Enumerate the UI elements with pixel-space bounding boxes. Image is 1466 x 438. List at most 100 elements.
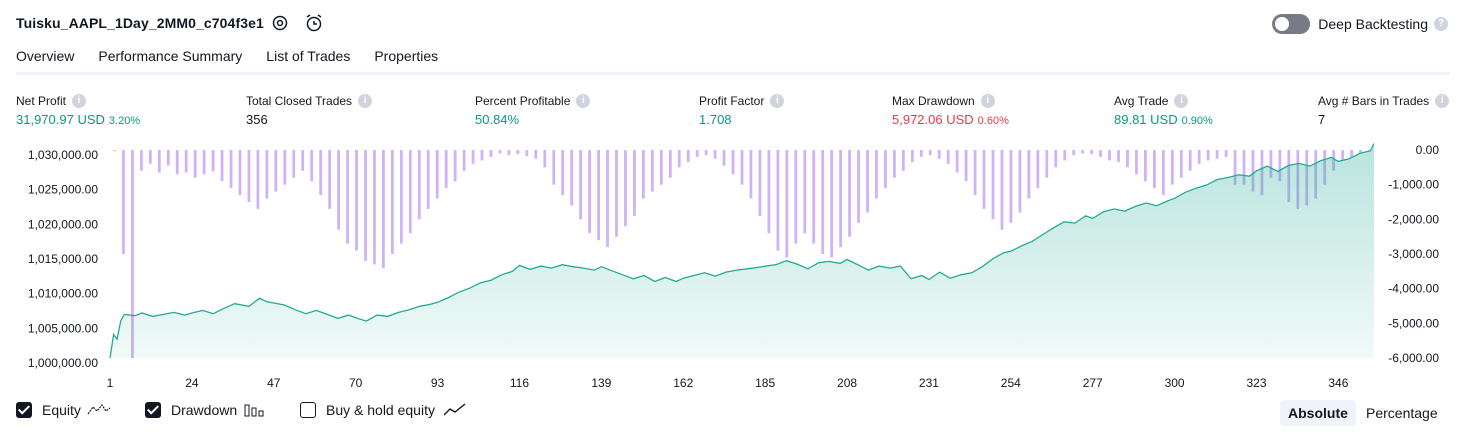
drawdown-bar [695,150,699,157]
legend-drawdown[interactable]: Drawdown [145,402,265,418]
deep-backtesting-label: Deep Backtesting [1318,16,1428,32]
help-icon[interactable]: i [1435,94,1450,108]
drawdown-bar [1206,150,1210,161]
drawdown-bar [866,150,869,213]
drawdown-bar [964,150,968,182]
metric-max-drawdown: Max Drawdown i 5,972.06 USD 0.60% [892,94,1009,127]
drawdown-bar [713,150,717,159]
drawdown-bar [462,150,466,171]
drawdown-bar [722,150,726,166]
y-left-tick-label: 1,015,000.00 [28,252,98,266]
alarm-clock-plus-icon[interactable] [304,13,324,33]
help-icon[interactable]: i [358,94,373,108]
equity-checkbox[interactable] [16,402,32,418]
max-drawdown-value: 5,972.06 USD [892,112,974,127]
y-right-tick-label: -4,000.00 [1388,282,1439,296]
drawdown-bar [283,150,287,185]
drawdown-bar [346,150,349,244]
legend-equity[interactable]: Equity [16,402,111,418]
drawdown-bar [364,150,367,261]
x-tick-label: 1 [107,376,114,390]
drawdown-bar [1188,150,1192,171]
metric-total-closed-trades: Total Closed Trades i 356 [246,94,373,127]
drawdown-bar [184,150,188,173]
drawdown-bar [830,150,834,258]
drawdown-bar [686,150,690,163]
toggle-knob [1275,17,1290,31]
drawdown-bar [543,150,547,168]
help-icon[interactable]: ? [1434,17,1448,31]
drawdown-bar [1036,150,1040,189]
drawdown-checkbox[interactable] [145,402,161,418]
help-icon[interactable]: i [770,94,785,108]
help-icon[interactable]: i [980,94,995,108]
metric-profit-factor: Profit Factor i 1.708 [699,94,785,127]
metric-label: Avg # Bars in Trades [1318,94,1430,108]
drawdown-bar [776,150,780,251]
drawdown-bar [166,150,170,166]
x-tick-label: 185 [755,376,775,390]
tab-overview[interactable]: Overview [16,48,75,75]
drawdown-bar [1144,150,1147,182]
drawdown-bar [426,150,430,209]
drawdown-bar [821,150,825,254]
drawdown-bar [677,150,681,168]
drawdown-bar [1179,150,1183,178]
drawdown-bar [139,150,143,171]
drawdown-bar [570,150,574,206]
strategy-title: Tuisku_AAPL_1Day_2MM0_c704f3e1 [16,15,264,31]
drawdown-bar [1009,150,1013,223]
drawdown-bar [444,150,448,189]
y-left-tick-label: 1,005,000.00 [28,321,98,335]
percent-profitable-value: 50.84% [475,112,520,127]
drawdown-bar [211,150,215,172]
drawdown-bar [480,150,484,161]
tab-properties[interactable]: Properties [374,48,439,64]
x-tick-label: 323 [1246,376,1266,390]
drawdown-bar [946,150,950,164]
legend-buy-hold[interactable]: Buy & hold equity [300,402,467,418]
metric-label: Total Closed Trades [246,94,353,108]
drawdown-bar [247,150,251,202]
drawdown-bar [803,150,807,234]
help-icon[interactable]: i [576,94,591,108]
drawdown-bar [453,150,457,182]
tab-performance-summary[interactable]: Performance Summary [98,48,243,64]
help-icon[interactable]: i [72,94,87,108]
drawdown-bar [1233,150,1237,185]
equity-drawdown-chart: 1,030,000.00 1,025,000.00 1,020,000.00 1,01… [28,143,1439,390]
drawdown-bar [1090,150,1094,155]
drawdown-bar [668,150,672,178]
y-right-tick-label: -2,000.00 [1388,212,1439,226]
x-tick-label: 116 [510,376,529,390]
drawdown-bar [767,150,771,234]
y-left-tick-label: 1,010,000.00 [28,287,98,301]
drawdown-bar [1278,150,1282,182]
metric-net-profit: Net Profit i 31,970.97 USD 3.20% [16,94,140,127]
absolute-button[interactable]: Absolute [1280,400,1356,426]
drawdown-bar [561,150,565,196]
drawdown-bar [1000,150,1004,230]
drawdown-bar [1072,150,1076,156]
drawdown-bar [937,150,941,159]
drawdown-bar [982,150,986,209]
avg-trade-percent: 0.90% [1181,115,1213,127]
drawdown-bar [1359,150,1362,154]
drawdown-bar [1269,150,1273,178]
percentage-button[interactable]: Percentage [1366,405,1438,421]
tab-list-of-trades[interactable]: List of Trades [266,48,351,64]
deep-backtesting-toggle[interactable] [1272,14,1311,34]
y-left-tick-label: 1,000,000.00 [28,356,98,370]
drawdown-bar [220,150,224,182]
y-left-tick-label: 1,020,000.00 [28,217,98,231]
tab-divider [16,72,1450,75]
gear-icon[interactable] [270,13,290,33]
drawdown-bar [265,150,269,199]
profit-factor-value: 1.708 [699,112,732,127]
equity-line-icon [87,403,111,415]
drawdown-bar [650,150,654,192]
drawdown-bar [1081,150,1085,154]
help-icon[interactable]: i [1174,94,1189,108]
drawdown-bar [113,150,116,151]
buy-hold-checkbox[interactable] [300,402,316,418]
